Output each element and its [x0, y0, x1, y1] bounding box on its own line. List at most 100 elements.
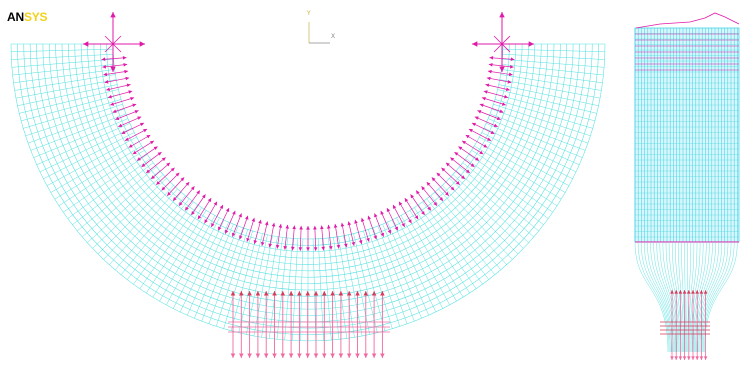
- arrow-head: [496, 116, 501, 121]
- mesh-radial: [496, 94, 595, 122]
- mesh-radial: [368, 229, 401, 327]
- arrow-head: [110, 102, 115, 106]
- arrow-head: [110, 66, 116, 72]
- arrow-head: [489, 56, 494, 60]
- mesh-radial: [166, 215, 216, 306]
- arrow-head: [470, 163, 475, 167]
- arrow-head: [121, 130, 126, 134]
- arrow-head: [151, 175, 155, 180]
- mesh-radial: [14, 74, 116, 91]
- arrow-head: [134, 110, 139, 114]
- mesh-radial: [12, 64, 115, 76]
- arrow-head: [83, 41, 89, 47]
- arrow-head: [380, 232, 385, 237]
- arrow-head: [128, 144, 133, 148]
- arrow-head: [246, 237, 250, 242]
- arrow-head: [330, 353, 335, 358]
- arrow-head: [363, 353, 369, 358]
- pressure-arrow: [261, 221, 268, 246]
- mesh-arc: [112, 43, 504, 240]
- side-funnel-line: [656, 241, 676, 353]
- force-arrow-icon: [330, 291, 335, 358]
- pressure-arrow: [128, 134, 151, 148]
- mesh-radial: [299, 238, 304, 341]
- arrow-head: [292, 225, 296, 230]
- arrow-head: [251, 217, 256, 222]
- arrow-head: [399, 201, 403, 206]
- pressure-arrow: [486, 77, 512, 83]
- arrow-head: [360, 217, 365, 222]
- mesh-radial: [23, 99, 122, 129]
- mesh-radial: [501, 64, 604, 76]
- arrow-head: [167, 191, 171, 196]
- arrow-head: [433, 201, 438, 206]
- mesh-radial: [409, 210, 464, 298]
- arrow-head: [108, 94, 112, 99]
- arrow-head: [146, 135, 151, 139]
- mesh-radial: [208, 227, 244, 325]
- arrow-head: [124, 137, 129, 141]
- bottom-support-arrows: [228, 291, 390, 358]
- mesh-radial: [481, 132, 573, 180]
- mesh-radial: [39, 127, 133, 173]
- mesh-radial: [502, 48, 605, 53]
- side-funnel-line: [665, 241, 680, 353]
- pressure-arrow: [314, 225, 317, 251]
- pressure-arrow: [106, 84, 131, 91]
- arrow-head: [306, 247, 310, 251]
- arrow-head: [479, 150, 484, 155]
- arrow-head: [149, 140, 154, 145]
- force-arrow-icon: [239, 291, 244, 358]
- mesh-radial: [488, 118, 583, 158]
- arrow-head: [258, 219, 262, 224]
- pressure-arrow: [481, 97, 506, 106]
- arrow-head: [101, 57, 106, 62]
- arrow-head: [450, 186, 455, 191]
- mesh-radial: [445, 181, 519, 255]
- arrow-head: [387, 229, 392, 234]
- arrow-head: [439, 197, 444, 201]
- arrow-head: [421, 211, 425, 216]
- arrow-head: [450, 157, 455, 162]
- arrow-head: [682, 356, 687, 360]
- pressure-arrow: [431, 177, 450, 196]
- arrow-head: [471, 122, 476, 127]
- arrow-head: [401, 223, 405, 228]
- mesh-radial: [159, 212, 211, 302]
- constraint-icon: [472, 12, 534, 72]
- arrow-head: [682, 290, 687, 294]
- mesh-radial: [465, 158, 549, 219]
- pressure-arrow: [367, 215, 377, 240]
- mesh-radial: [483, 127, 577, 173]
- arrow-head: [686, 356, 691, 360]
- arrow-head: [670, 290, 674, 294]
- force-arrow-icon: [263, 291, 269, 358]
- pressure-arrow: [465, 134, 488, 148]
- arrow-head: [485, 83, 490, 88]
- force-arrow-icon: [371, 291, 377, 358]
- mesh-radial: [276, 237, 288, 340]
- arrow-head: [505, 87, 510, 92]
- arrow-head: [404, 198, 409, 203]
- arrow-head: [468, 129, 473, 133]
- mesh-radial: [92, 178, 167, 249]
- arrow-head: [285, 224, 290, 229]
- mesh-radial: [87, 174, 164, 243]
- arrow-head: [462, 140, 467, 145]
- arrow-head: [347, 221, 352, 226]
- arrow-head: [244, 215, 249, 220]
- mesh-radial: [456, 170, 535, 238]
- pressure-arrow: [450, 157, 471, 174]
- pressure-arrow: [178, 186, 195, 207]
- arrow-head: [695, 290, 700, 294]
- arrow-head: [322, 353, 327, 358]
- mesh-radial: [372, 227, 408, 325]
- pressure-arrow: [479, 103, 504, 113]
- mesh-radial: [476, 141, 566, 193]
- arrow-head: [126, 83, 131, 88]
- mesh-radial: [120, 195, 186, 275]
- arrow-head: [124, 69, 129, 74]
- arrow-head: [363, 291, 369, 296]
